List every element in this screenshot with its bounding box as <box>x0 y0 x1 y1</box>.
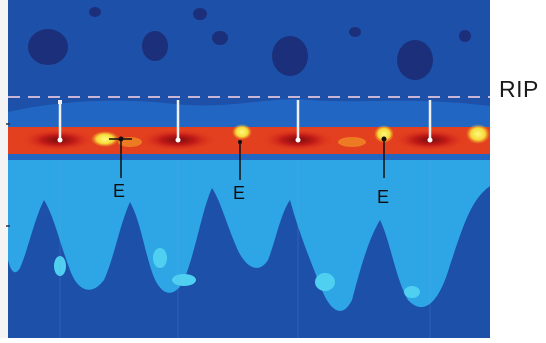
event-dot-3 <box>381 136 387 142</box>
cyan-patch-layer <box>54 248 420 298</box>
band-hotspots <box>22 124 490 151</box>
rip-label: RIP <box>499 76 539 102</box>
left-margin <box>0 0 8 338</box>
vertical-markers <box>57 100 433 143</box>
light-plume-layer <box>8 160 490 311</box>
event-dot-2 <box>238 140 242 144</box>
dark-blob-layer <box>28 7 471 80</box>
event-label: E <box>377 187 389 207</box>
left-ticks <box>6 123 10 227</box>
event-label: E <box>113 181 125 201</box>
faint-grid <box>59 160 431 338</box>
event-dot-1 <box>118 136 124 142</box>
event-label: E <box>233 183 245 203</box>
